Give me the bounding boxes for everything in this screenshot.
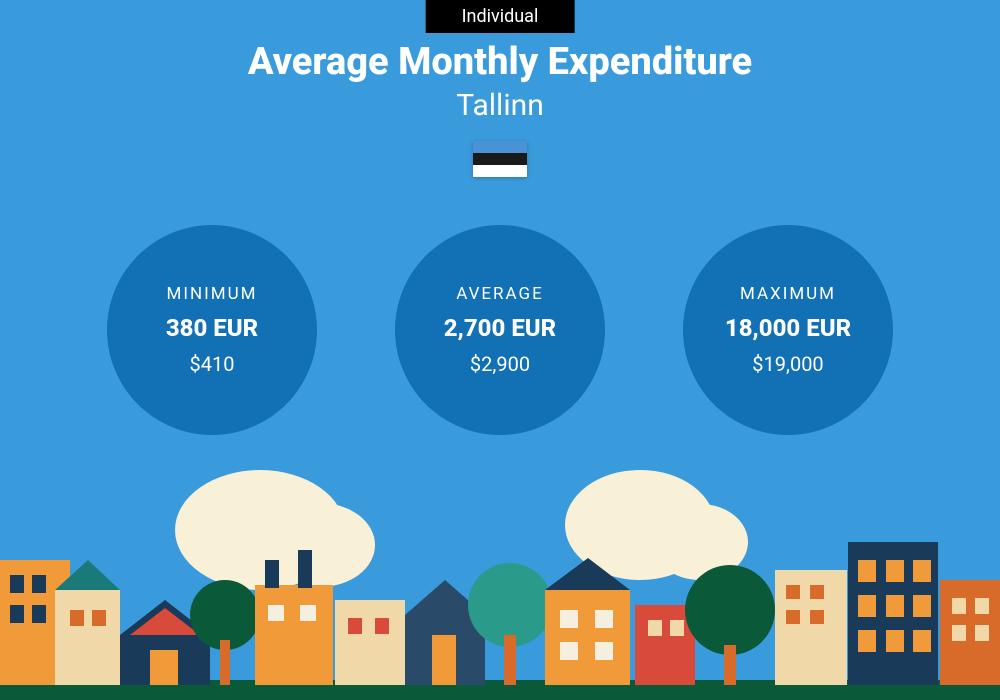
window-icon: [10, 575, 24, 593]
window-icon: [858, 560, 876, 582]
window-icon: [952, 598, 966, 614]
cityscape-illustration: [0, 470, 1000, 700]
tree-trunk-icon: [504, 635, 516, 685]
building-icon: [255, 585, 333, 685]
page-subtitle: Tallinn: [0, 88, 1000, 123]
stat-primary: 18,000 EUR: [725, 314, 851, 342]
cloud-icon: [265, 503, 375, 587]
stat-secondary: $19,000: [752, 352, 823, 376]
window-icon: [92, 610, 106, 626]
tree-icon: [468, 563, 552, 647]
building-icon: [940, 580, 1000, 685]
window-icon: [858, 595, 876, 617]
stat-circle-maximum: MAXIMUM 18,000 EUR $19,000: [683, 225, 893, 435]
window-icon: [348, 618, 362, 634]
flag-stripe-top: [473, 141, 527, 153]
building-icon: [55, 590, 120, 685]
window-icon: [786, 585, 800, 599]
door-icon: [432, 635, 456, 685]
flag-stripe-mid: [473, 153, 527, 165]
window-icon: [913, 595, 931, 617]
header: Average Monthly Expenditure Tallinn: [0, 40, 1000, 177]
stats-row: MINIMUM 380 EUR $410 AVERAGE 2,700 EUR $…: [0, 225, 1000, 435]
stat-primary: 380 EUR: [166, 314, 258, 342]
stat-secondary: $2,900: [470, 352, 530, 376]
window-icon: [10, 605, 24, 623]
window-icon: [32, 575, 46, 593]
stat-label: MAXIMUM: [740, 284, 836, 304]
stat-label: MINIMUM: [167, 284, 258, 304]
window-icon: [648, 620, 662, 636]
window-icon: [560, 642, 578, 660]
infographic-root: Individual Average Monthly Expenditure T…: [0, 0, 1000, 700]
window-icon: [886, 560, 904, 582]
window-icon: [886, 595, 904, 617]
window-icon: [810, 610, 824, 624]
door-icon: [150, 650, 178, 685]
stat-primary: 2,700 EUR: [444, 314, 556, 342]
category-badge: Individual: [426, 0, 575, 33]
tree-trunk-icon: [220, 640, 230, 685]
window-icon: [858, 630, 876, 652]
window-icon: [810, 585, 824, 599]
tree-icon: [190, 580, 260, 650]
window-icon: [300, 605, 316, 621]
window-icon: [375, 618, 389, 634]
window-icon: [975, 625, 989, 641]
window-icon: [786, 610, 800, 624]
flag-icon: [473, 141, 527, 177]
tree-icon: [685, 565, 775, 655]
window-icon: [32, 605, 46, 623]
category-badge-text: Individual: [462, 6, 539, 27]
chimney-icon: [298, 550, 312, 588]
page-title: Average Monthly Expenditure: [0, 40, 1000, 84]
window-icon: [595, 642, 613, 660]
tree-trunk-icon: [724, 645, 736, 685]
chimney-icon: [265, 560, 279, 588]
stat-circle-average: AVERAGE 2,700 EUR $2,900: [395, 225, 605, 435]
window-icon: [560, 610, 578, 628]
flag-stripe-bot: [473, 165, 527, 177]
stat-label: AVERAGE: [456, 284, 544, 304]
window-icon: [670, 620, 684, 636]
window-icon: [268, 605, 284, 621]
window-icon: [913, 630, 931, 652]
stat-secondary: $410: [190, 352, 235, 376]
building-icon: [335, 600, 405, 685]
stat-circle-minimum: MINIMUM 380 EUR $410: [107, 225, 317, 435]
building-icon: [545, 590, 630, 685]
window-icon: [975, 598, 989, 614]
window-icon: [595, 610, 613, 628]
window-icon: [886, 630, 904, 652]
window-icon: [913, 560, 931, 582]
window-icon: [952, 625, 966, 641]
window-icon: [70, 610, 84, 626]
